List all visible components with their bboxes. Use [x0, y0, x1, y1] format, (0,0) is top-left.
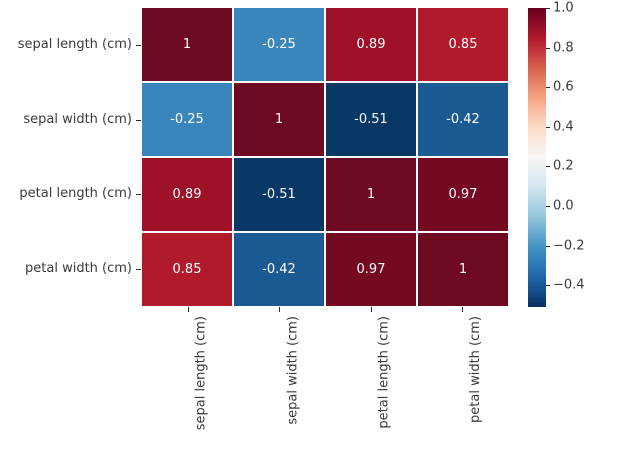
x-axis-label: petal width (cm): [468, 316, 484, 423]
y-tick-mark: [136, 194, 141, 196]
heatmap-cell: 1: [326, 158, 416, 231]
colorbar-tick-mark: [546, 126, 550, 128]
colorbar: [528, 8, 546, 307]
colorbar-tick-mark: [546, 8, 550, 9]
y-axis-label: petal width (cm): [25, 260, 132, 276]
heatmap-cell: 0.85: [418, 8, 508, 81]
y-tick-mark: [136, 45, 141, 47]
colorbar-tick-label: 0.4: [553, 119, 574, 135]
heatmap-cell: -0.42: [234, 233, 324, 306]
x-tick-mark: [370, 307, 372, 312]
colorbar-tick-label: −0.2: [553, 238, 585, 254]
y-tick-mark: [136, 119, 141, 121]
x-axis-label: sepal width (cm): [285, 316, 301, 425]
heatmap-cell: 0.85: [142, 233, 232, 306]
heatmap-cell: -0.51: [326, 83, 416, 156]
x-axis-label: petal length (cm): [376, 316, 392, 429]
colorbar-tick-label: −0.4: [553, 277, 585, 293]
heatmap-grid: 1 -0.25 0.89 0.85 -0.25 1 -0.51 -0.42 0.89 -0.51 1…: [142, 8, 508, 306]
colorbar-tick-label: 1.0: [553, 0, 574, 16]
x-axis-label: sepal length (cm): [193, 316, 209, 431]
heatmap-cell: 1: [142, 8, 232, 81]
colorbar-tick-mark: [546, 285, 550, 287]
heatmap-cell: -0.42: [418, 83, 508, 156]
colorbar-tick-label: 0.8: [553, 40, 574, 56]
heatmap-cell: 0.97: [326, 233, 416, 306]
y-axis-label: sepal length (cm): [17, 37, 132, 53]
heatmap-cell: 0.89: [326, 8, 416, 81]
heatmap-cell: -0.25: [142, 83, 232, 156]
colorbar-tick-label: 0.0: [553, 198, 574, 214]
heatmap-cell: 1: [234, 83, 324, 156]
colorbar-tick-label: 0.2: [553, 158, 574, 174]
heatmap-cell: -0.25: [234, 8, 324, 81]
colorbar-tick-mark: [546, 166, 550, 168]
heatmap-cell: 0.97: [418, 158, 508, 231]
colorbar-tick-label: 0.6: [553, 79, 574, 95]
heatmap-cell: 0.89: [142, 158, 232, 231]
y-tick-mark: [136, 268, 141, 270]
heatmap-cell: -0.51: [234, 158, 324, 231]
colorbar-tick-mark: [546, 47, 550, 49]
y-axis-label: petal length (cm): [19, 186, 132, 202]
colorbar-tick-mark: [546, 245, 550, 247]
y-axis-label: sepal width (cm): [23, 111, 132, 127]
heatmap-cell: 1: [418, 233, 508, 306]
x-tick-mark: [279, 307, 281, 312]
x-tick-mark: [187, 307, 189, 312]
colorbar-tick-mark: [546, 206, 550, 207]
colorbar-tick-mark: [546, 87, 550, 89]
x-tick-mark: [462, 307, 464, 312]
